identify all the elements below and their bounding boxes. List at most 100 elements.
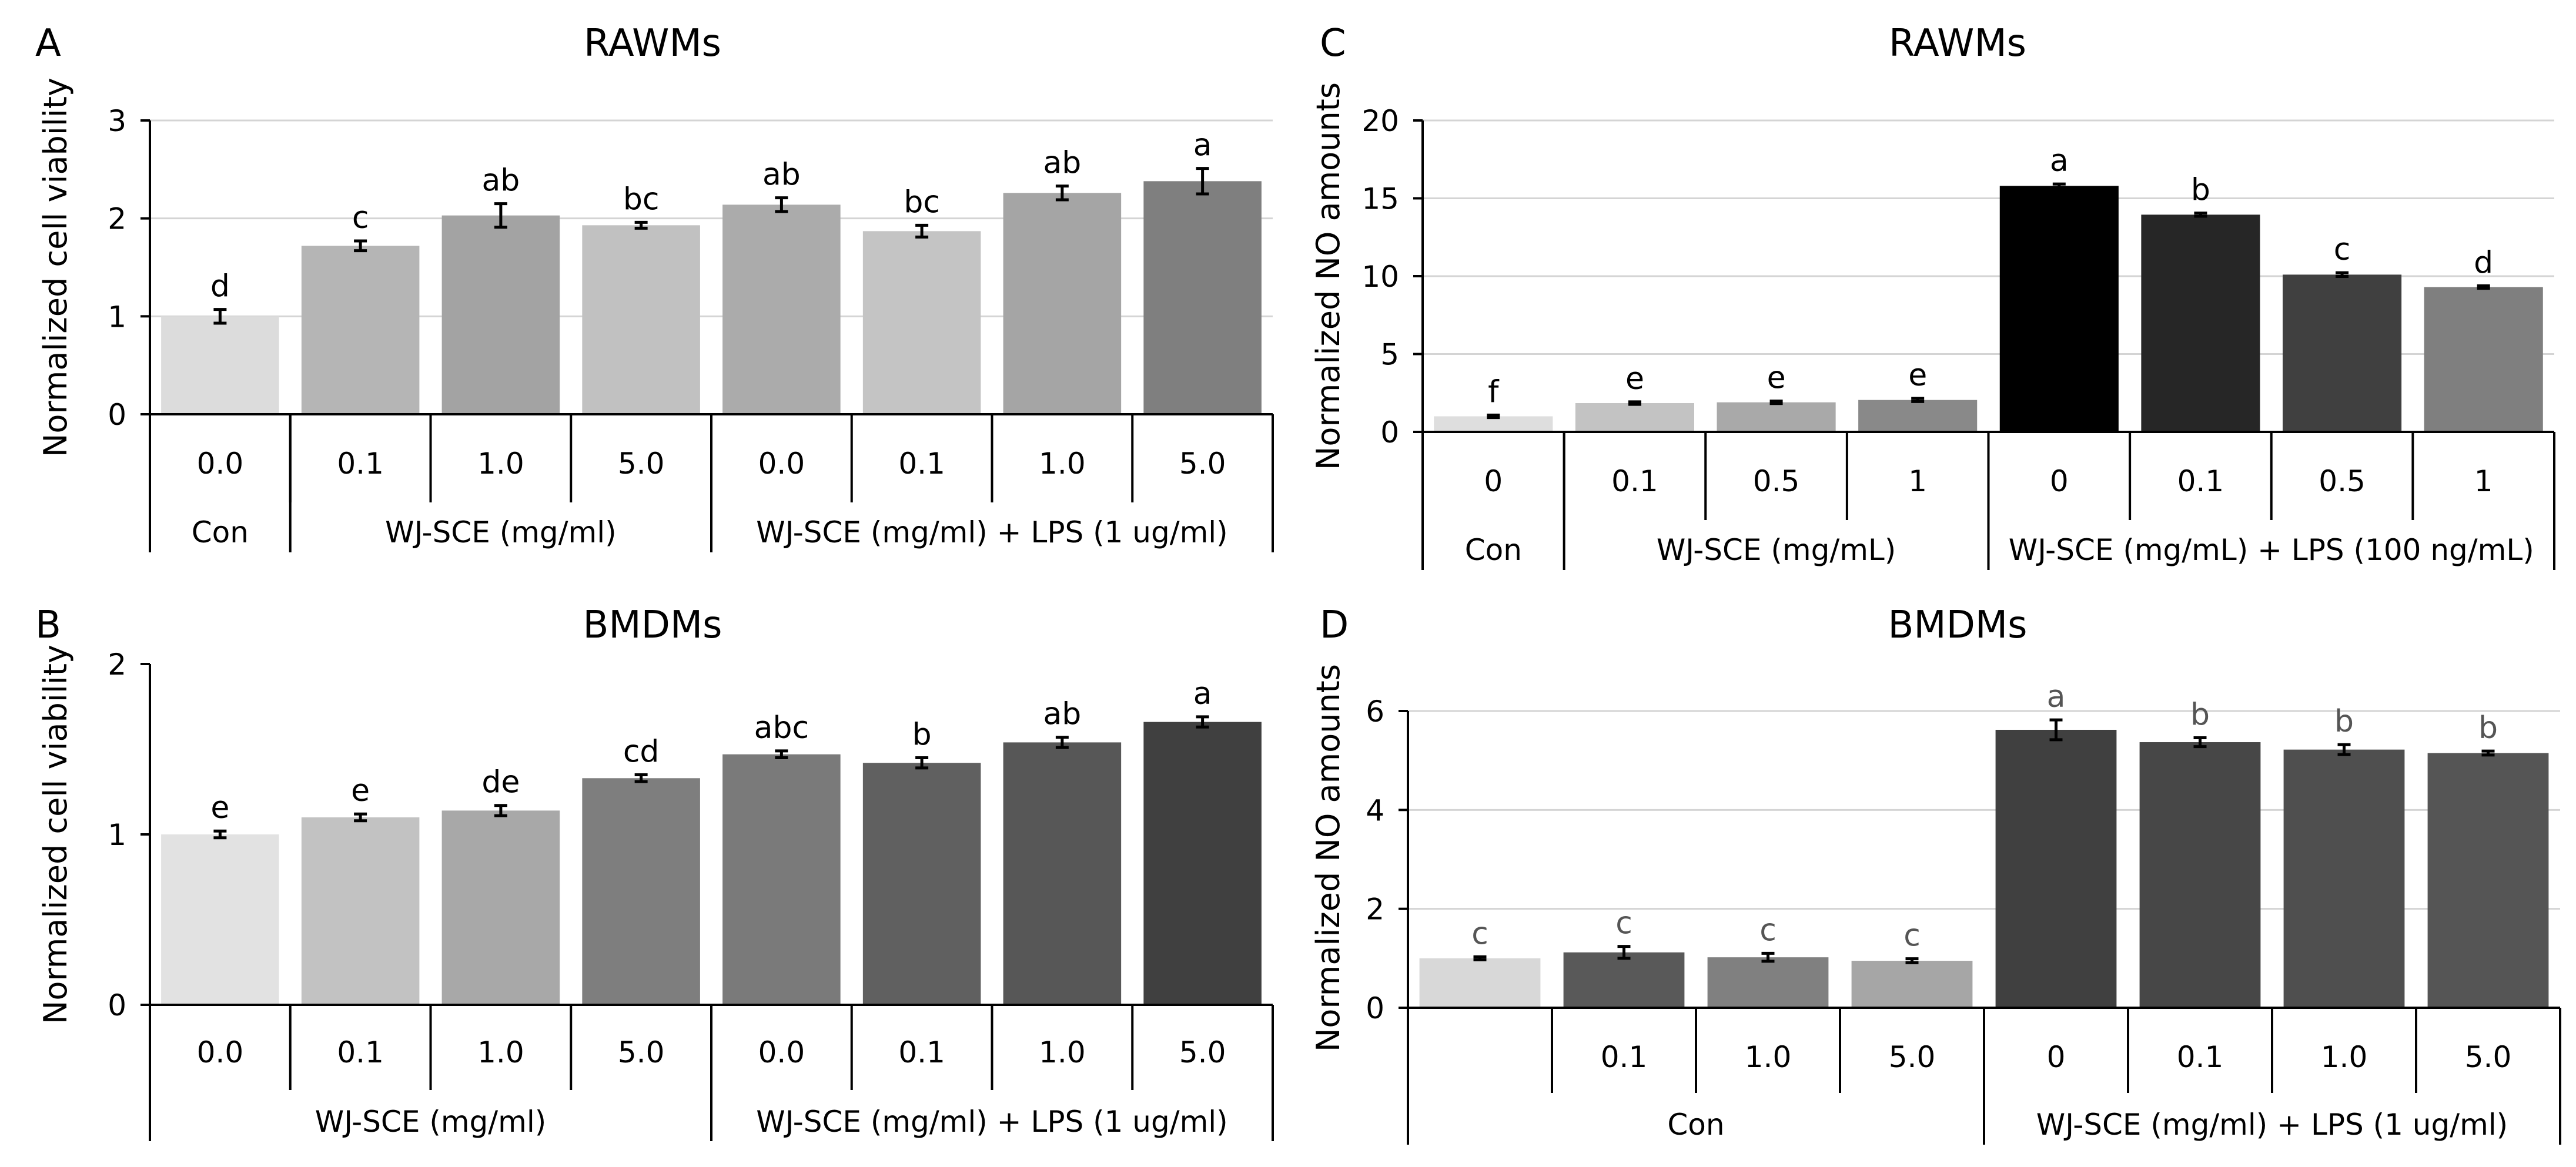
bar xyxy=(441,215,560,414)
bar xyxy=(1143,181,1262,414)
significance-label: de xyxy=(481,765,520,800)
bar xyxy=(2427,753,2549,1008)
y-tick-label: 0 xyxy=(1366,991,1384,1025)
category-label: 0.1 xyxy=(898,447,945,481)
significance-label: a xyxy=(2050,143,2069,179)
group-label: WJ-SCE (mg/ml) + LPS (1 ug/ml) xyxy=(756,1105,1227,1139)
y-tick-label: 4 xyxy=(1366,793,1384,827)
significance-label: ab xyxy=(1043,697,1081,732)
bar xyxy=(301,817,420,1005)
significance-label: e xyxy=(1767,361,1786,396)
category-label: 1.0 xyxy=(1039,1035,1086,1069)
y-axis-label: Normalized NO amounts xyxy=(1310,664,1347,1052)
significance-label: e xyxy=(1625,361,1644,397)
bar xyxy=(1999,186,2119,432)
y-axis-label: Normalized cell viability xyxy=(37,78,74,457)
significance-label: c xyxy=(1903,918,1921,954)
bar xyxy=(1419,958,1541,1008)
category-label: 0.0 xyxy=(197,1035,244,1069)
bar xyxy=(1858,400,1978,432)
bar xyxy=(722,754,841,1005)
category-label: 0.1 xyxy=(337,1035,384,1069)
group-label: WJ-SCE (mg/ml) + LPS (1 ug/ml) xyxy=(2036,1108,2508,1142)
category-label: 0.5 xyxy=(2319,464,2366,498)
significance-label: ab xyxy=(1043,146,1081,181)
y-tick-label: 1 xyxy=(108,300,126,334)
group-label: WJ-SCE (mg/mL) + LPS (100 ng/mL) xyxy=(2009,533,2534,567)
y-tick-label: 0 xyxy=(1380,415,1399,450)
y-tick-label: 20 xyxy=(1361,104,1399,138)
group-label: Con xyxy=(1667,1108,1724,1142)
y-tick-label: 2 xyxy=(108,648,126,682)
group-label: Con xyxy=(192,515,249,549)
bar xyxy=(1995,729,2117,1008)
significance-label: c xyxy=(352,200,369,236)
significance-label: a xyxy=(2047,679,2066,715)
significance-label: e xyxy=(210,790,229,826)
y-tick-label: 2 xyxy=(1366,893,1384,927)
significance-label: bc xyxy=(623,182,660,217)
bar xyxy=(862,763,981,1005)
y-tick-label: 5 xyxy=(1380,338,1399,372)
significance-label: e xyxy=(1908,358,1927,393)
category-label: 0.0 xyxy=(758,1035,805,1069)
bar xyxy=(1575,403,1694,432)
category-label: 1.0 xyxy=(477,447,524,481)
group-label: WJ-SCE (mg/ml) xyxy=(315,1105,546,1139)
category-label: 0.1 xyxy=(1601,1040,1648,1074)
category-label: 5.0 xyxy=(1179,1035,1226,1069)
chart-title: RAWMs xyxy=(1889,22,2026,65)
category-label: 1.0 xyxy=(2321,1040,2368,1074)
category-label: 0.1 xyxy=(898,1035,945,1069)
significance-label: cd xyxy=(623,735,660,770)
y-tick-label: 15 xyxy=(1361,182,1399,216)
group-label: WJ-SCE (mg/mL) xyxy=(1657,533,1896,567)
category-label: 0.1 xyxy=(2177,464,2224,498)
bar xyxy=(301,246,420,414)
significance-label: ab xyxy=(481,163,520,199)
significance-label: b xyxy=(2190,697,2210,732)
chart-title: BMDMs xyxy=(583,603,722,647)
bar xyxy=(582,225,700,414)
y-tick-label: 0 xyxy=(108,988,126,1022)
significance-label: a xyxy=(1193,128,1212,163)
bar xyxy=(161,834,279,1005)
bar xyxy=(1707,957,1829,1008)
bar xyxy=(161,316,279,414)
category-label: 1 xyxy=(1908,464,1927,498)
category-label: 0 xyxy=(2047,1040,2066,1074)
bar xyxy=(2283,274,2402,432)
category-label: 0.0 xyxy=(197,447,244,481)
chart-title: RAWMs xyxy=(584,22,721,65)
bar xyxy=(1003,193,1122,414)
category-label: 0 xyxy=(1484,464,1503,498)
panel-letter: D xyxy=(1320,603,1349,647)
significance-label: c xyxy=(1759,913,1777,948)
significance-label: b xyxy=(2478,710,2498,746)
significance-label: b xyxy=(912,717,932,753)
significance-label: c xyxy=(2334,232,2351,267)
y-axis-label: Normalized cell viability xyxy=(37,645,74,1024)
group-label: Con xyxy=(1465,533,1522,567)
significance-label: abc xyxy=(754,710,809,746)
bar xyxy=(1003,742,1122,1005)
significance-label: c xyxy=(1615,906,1632,941)
bar xyxy=(2141,214,2260,432)
y-tick-label: 6 xyxy=(1366,695,1384,729)
bar xyxy=(2139,742,2261,1008)
significance-label: f xyxy=(1488,374,1500,410)
chart-title: BMDMs xyxy=(1888,603,2028,647)
y-tick-label: 1 xyxy=(108,818,126,852)
category-label: 5.0 xyxy=(1889,1040,1936,1074)
y-tick-label: 0 xyxy=(108,398,126,432)
category-label: 0 xyxy=(2050,464,2069,498)
y-tick-label: 10 xyxy=(1361,260,1399,294)
group-label: WJ-SCE (mg/ml) + LPS (1 ug/ml) xyxy=(756,515,1227,549)
category-label: 0.1 xyxy=(2177,1040,2224,1074)
category-label: 5.0 xyxy=(1179,447,1226,481)
category-label: 5.0 xyxy=(2465,1040,2512,1074)
significance-label: b xyxy=(2334,704,2354,739)
significance-label: a xyxy=(1193,676,1212,712)
bar xyxy=(1143,722,1262,1005)
